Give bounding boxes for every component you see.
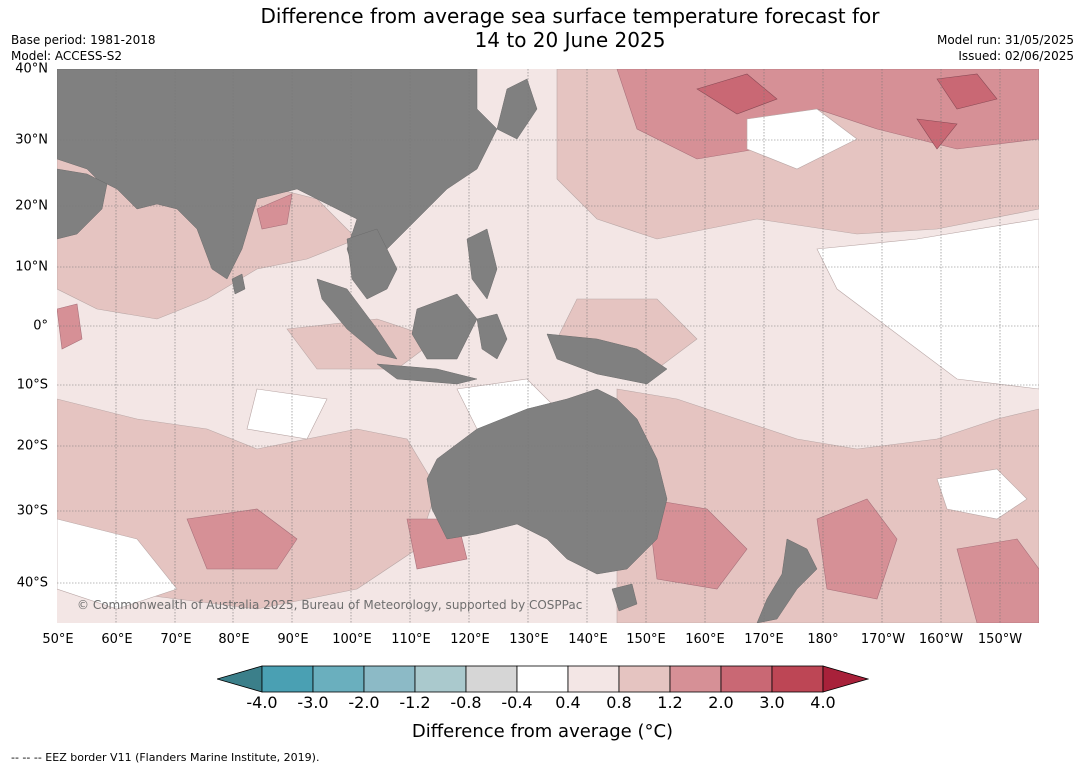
colorbar-tick: 0.8	[606, 693, 632, 712]
copyright-notice: © Commonwealth of Australia 2025, Bureau…	[77, 598, 583, 612]
lon-label: 150°E	[626, 632, 666, 647]
colorbar-segment	[516, 665, 569, 693]
lat-label: 40°N	[15, 61, 48, 77]
lon-label: 120°E	[450, 632, 490, 647]
colorbar-tick: 1.2	[657, 693, 683, 712]
chart-title: Difference from average sea surface temp…	[0, 4, 1085, 52]
sri-lanka-landmass	[231, 273, 246, 295]
lat-label: 30°N	[15, 132, 48, 148]
new-zealand-landmass	[756, 538, 818, 623]
lon-label: 110°E	[391, 632, 431, 647]
colorbar-segment	[414, 665, 467, 693]
colorbar-segment	[771, 665, 824, 693]
lon-label: 60°E	[101, 632, 133, 647]
lon-label: 160°W	[918, 632, 964, 647]
colorbar-label: Difference from average (°C)	[411, 721, 674, 742]
lon-label: 70°E	[160, 632, 192, 647]
lon-label: 170°W	[860, 632, 906, 647]
colorbar-tick: -0.8	[450, 693, 482, 712]
lon-label: 100°E	[332, 632, 372, 647]
lat-label: 10°N	[15, 259, 48, 275]
title-line-2: 14 to 20 June 2025	[474, 28, 666, 52]
indochina-landmass	[346, 228, 398, 300]
colorbar-tick: -2.0	[348, 693, 380, 712]
sst-anomaly-map	[57, 69, 1039, 623]
colorbar-segment	[567, 665, 620, 693]
colorbar-tick: 4.0	[810, 693, 836, 712]
colorbar-segments	[217, 665, 869, 693]
lat-label: 40°S	[16, 575, 48, 591]
colorbar-tick: 3.0	[759, 693, 785, 712]
colorbar-segment	[618, 665, 671, 693]
anomaly-near-zero-regions	[57, 108, 1039, 610]
lon-label: 180°	[807, 632, 839, 647]
colorbar-tick: -3.0	[297, 693, 329, 712]
colorbar-segment	[261, 665, 314, 693]
colorbar-extend-high	[822, 665, 869, 693]
lon-label: 90°E	[277, 632, 309, 647]
lat-label: 20°S	[16, 438, 48, 454]
lon-label: 50°E	[42, 632, 74, 647]
lat-label: 30°S	[16, 503, 48, 519]
colorbar-tick: -4.0	[246, 693, 278, 712]
map-canvas	[57, 69, 1039, 623]
sulawesi-landmass	[476, 313, 508, 360]
colorbar-segment	[669, 665, 722, 693]
lon-label: 170°E	[744, 632, 784, 647]
colorbar-extend-low	[217, 665, 263, 693]
new-guinea-landmass	[546, 333, 668, 385]
model-run: Model run: 31/05/2025	[936, 33, 1074, 47]
asia-landmass	[57, 69, 498, 280]
colorbar-tick: 2.0	[708, 693, 734, 712]
lon-label: 80°E	[218, 632, 250, 647]
lon-label: 130°E	[509, 632, 549, 647]
sumatra-landmass	[316, 278, 398, 360]
java-landmass	[376, 363, 478, 385]
tasmania-landmass	[611, 583, 638, 612]
lat-label: 20°N	[15, 198, 48, 214]
colorbar-segment	[363, 665, 416, 693]
colorbar-segment	[720, 665, 773, 693]
lon-label: 150°W	[977, 632, 1023, 647]
meta-left: Base period: 1981-2018 Model: ACCESS-S2	[11, 32, 156, 64]
colorbar	[217, 665, 869, 693]
lon-label: 160°E	[685, 632, 725, 647]
anomaly-2-0-to-3-0-regions	[696, 73, 998, 150]
meta-right: Model run: 31/05/2025 Issued: 02/06/2025	[937, 32, 1074, 64]
colorbar-segment	[465, 665, 518, 693]
colorbar-tick: 0.4	[555, 693, 581, 712]
philippines-landmass	[466, 228, 498, 300]
land-masses	[57, 69, 818, 623]
base-period: Base period: 1981-2018	[11, 33, 156, 47]
arabia-landmass	[57, 168, 108, 240]
japan-landmass	[496, 78, 538, 140]
colorbar-tick: -0.4	[501, 693, 533, 712]
colorbar-tick: -1.2	[399, 693, 431, 712]
graticule	[57, 69, 1039, 623]
lat-label: 10°S	[16, 377, 48, 393]
borneo-landmass	[411, 293, 478, 360]
title-line-1: Difference from average sea surface temp…	[260, 4, 880, 28]
issued-date: Issued: 02/06/2025	[958, 49, 1074, 63]
lat-label: 0°	[33, 318, 48, 334]
model-name: Model: ACCESS-S2	[11, 49, 123, 63]
eez-footnote: -- -- -- EEZ border V11 (Flanders Marine…	[11, 751, 320, 764]
colorbar-segment	[312, 665, 365, 693]
lon-label: 140°E	[568, 632, 608, 647]
australia-landmass	[426, 388, 668, 575]
